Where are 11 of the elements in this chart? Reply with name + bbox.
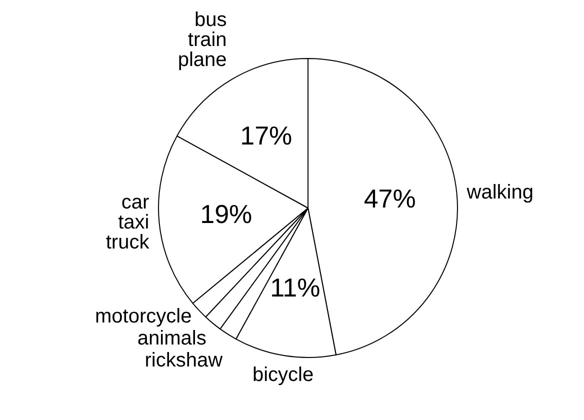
slice-label: walking (466, 182, 534, 204)
slice-label: rickshaw (144, 350, 224, 372)
slice-label: car taxi truck (106, 192, 150, 254)
data-label: 11% (270, 272, 320, 302)
slice-label: motorcycle (95, 306, 192, 328)
slice-label: bicycle (252, 364, 314, 386)
slice-label: bus train plane (178, 9, 227, 72)
data-label: 19% (200, 198, 252, 229)
slice-label: animals (137, 328, 206, 350)
data-label: 47% (364, 183, 416, 214)
data-label: 17% (240, 120, 292, 150)
